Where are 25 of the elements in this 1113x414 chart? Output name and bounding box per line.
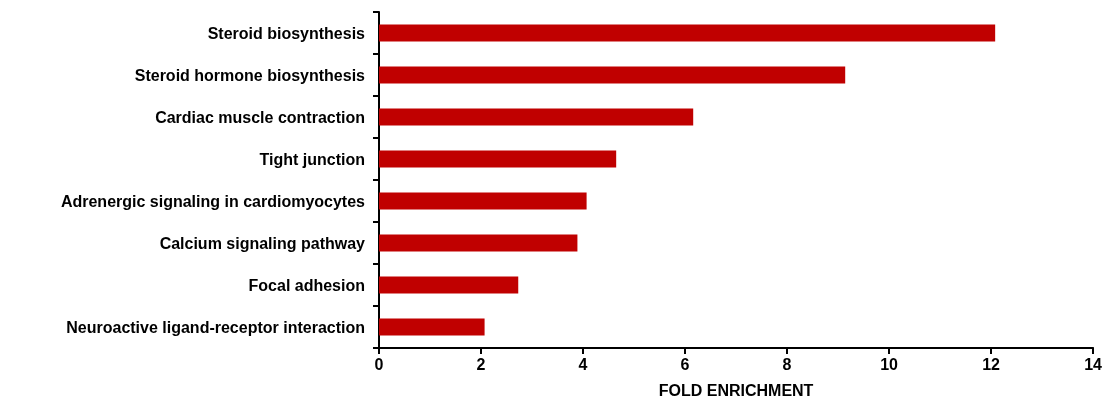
x-tick-label: 10 <box>880 355 899 373</box>
y-tick-label: Cardiac muscle contraction <box>155 108 365 126</box>
y-tick-label: Tight junction <box>259 150 365 168</box>
bar <box>379 192 587 210</box>
bar <box>379 276 519 294</box>
bar <box>379 150 617 168</box>
x-tick-label: 12 <box>982 355 1001 373</box>
y-tick-label: Calcium signaling pathway <box>159 234 366 252</box>
y-tick-label: Steroid hormone biosynthesis <box>134 66 366 84</box>
y-tick-label: Neuroactive ligand-receptor interaction <box>66 318 365 336</box>
bar <box>379 24 996 42</box>
y-tick-label: Adrenergic signaling in cardiomyocytes <box>60 192 366 210</box>
bar <box>379 234 578 252</box>
x-tick-label: 2 <box>476 355 486 373</box>
x-tick-label: 0 <box>374 355 384 373</box>
bar <box>379 318 485 336</box>
y-tick-label: Steroid biosynthesis <box>207 24 366 42</box>
x-tick-label: 14 <box>1084 355 1103 373</box>
x-tick-label: 4 <box>578 355 588 373</box>
bar <box>379 66 846 84</box>
bar <box>379 108 694 126</box>
x-tick-label: 8 <box>782 355 792 373</box>
y-tick-label: Focal adhesion <box>248 276 365 294</box>
x-axis-title: FOLD ENRICHMENT <box>658 381 814 399</box>
x-tick-label: 6 <box>680 355 690 373</box>
